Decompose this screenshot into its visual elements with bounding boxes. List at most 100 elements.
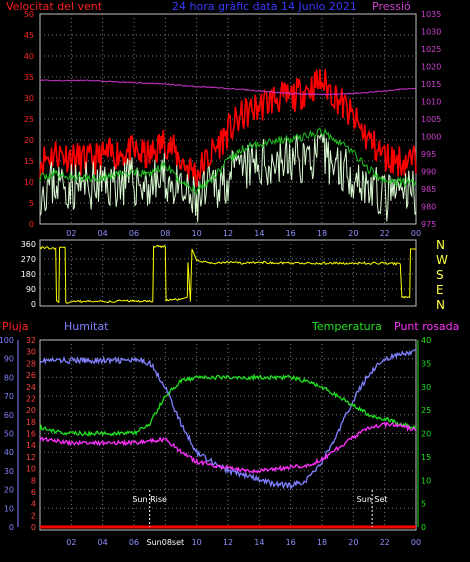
humidity-axis-title: Humitat bbox=[64, 320, 109, 333]
pressure-tick-label: 985 bbox=[421, 185, 436, 194]
rain-tick-label: 70 bbox=[4, 392, 14, 401]
x-tick-label: 22 bbox=[380, 229, 390, 238]
x-tick-label: 10 bbox=[192, 538, 202, 547]
pressure-tick-label: 1000 bbox=[421, 133, 441, 142]
direction-series-line bbox=[39, 244, 416, 304]
temperature-tick-label: 5 bbox=[421, 500, 426, 509]
rain-tick-label: 0 bbox=[9, 523, 14, 532]
humidity-tick-label: 28 bbox=[26, 359, 36, 368]
wind-speed-title: Velocitat del vent bbox=[6, 0, 103, 13]
humidity-tick-label: 20 bbox=[26, 406, 36, 415]
compass-label: S bbox=[436, 268, 444, 282]
direction-tick-label: 0 bbox=[31, 300, 36, 309]
rain-tick-label: 20 bbox=[4, 486, 14, 495]
rain-tick-label: 100 bbox=[0, 336, 14, 345]
temperature-tick-label: 15 bbox=[421, 453, 431, 462]
direction-panel-frame bbox=[39, 239, 417, 307]
x-tick-label: 12 bbox=[223, 229, 233, 238]
x-tick-label: 20 bbox=[348, 229, 358, 238]
pressure-tick-label: 1020 bbox=[421, 63, 441, 72]
x-tick-label: 02 bbox=[66, 229, 76, 238]
rain-tick-label: 30 bbox=[4, 467, 14, 476]
x-tick-label: 12 bbox=[223, 538, 233, 547]
x-tick-label: 16 bbox=[286, 229, 296, 238]
humidity-tick-label: 12 bbox=[26, 453, 36, 462]
x-tick-label: 08 bbox=[160, 229, 170, 238]
humidity-tick-label: 26 bbox=[26, 371, 36, 380]
rain-axis-title: Pluja bbox=[2, 320, 28, 333]
x-tick-label: 14 bbox=[254, 229, 264, 238]
pressure-tick-label: 1025 bbox=[421, 45, 441, 54]
temperature-tick-label: 30 bbox=[421, 383, 431, 392]
temperature-tick-label: 35 bbox=[421, 359, 431, 368]
climate-panel: 0102030405060708090100024681012141618202… bbox=[0, 336, 431, 547]
wind-tick-label: 0 bbox=[29, 220, 34, 229]
x-tick-label: 06 bbox=[129, 538, 139, 547]
wind-tick-label: 20 bbox=[24, 136, 34, 145]
wind-tick-label: 25 bbox=[24, 115, 34, 124]
humidity-tick-label: 4 bbox=[31, 500, 36, 509]
humidity-tick-label: 16 bbox=[26, 430, 36, 439]
humidity-tick-label: 0 bbox=[31, 523, 36, 532]
humidity-tick-label: 24 bbox=[26, 383, 36, 392]
wind-series-line bbox=[39, 133, 417, 222]
sun-set-label: Sun Set bbox=[357, 495, 388, 504]
punt-rosada-series-line bbox=[39, 421, 417, 474]
gust-series-line bbox=[39, 69, 417, 187]
humidity-tick-label: 32 bbox=[26, 336, 36, 345]
pressure-tick-label: 980 bbox=[421, 203, 436, 212]
x-tick-label: 02 bbox=[66, 538, 76, 547]
x-tick-label: 20 bbox=[348, 538, 358, 547]
avg-wind-series-line bbox=[39, 126, 417, 194]
chart-date-title: 24 hora gràfic data 14 Junio 2021 bbox=[172, 0, 357, 13]
x-tick-label: 06 bbox=[129, 229, 139, 238]
humitat-series-line bbox=[39, 349, 416, 491]
pressure-tick-label: 1005 bbox=[421, 115, 441, 124]
x-tick-label: 04 bbox=[98, 229, 108, 238]
wind-tick-label: 15 bbox=[24, 157, 34, 166]
direction-tick-label: 270 bbox=[21, 255, 36, 264]
humidity-tick-label: 10 bbox=[26, 465, 36, 474]
direction-tick-label: 180 bbox=[21, 270, 36, 279]
rain-tick-label: 10 bbox=[4, 504, 14, 513]
temperature-tick-label: 25 bbox=[421, 406, 431, 415]
compass-label: N bbox=[436, 298, 445, 312]
compass-label: E bbox=[436, 283, 444, 297]
wind-tick-label: 35 bbox=[24, 73, 34, 82]
x-tick-label: 00 bbox=[411, 229, 421, 238]
wind-tick-label: 30 bbox=[24, 94, 34, 103]
humidity-tick-label: 30 bbox=[26, 348, 36, 357]
pressure-tick-label: 1010 bbox=[421, 98, 441, 107]
sun-rise-label: Sun Rise bbox=[132, 495, 167, 504]
pressure-tick-label: 990 bbox=[421, 168, 436, 177]
temperature-tick-label: 10 bbox=[421, 476, 431, 485]
temperature-tick-label: 0 bbox=[421, 523, 426, 532]
pressure-tick-label: 1035 bbox=[421, 10, 441, 19]
x-tick-label: 04 bbox=[98, 538, 108, 547]
pressure-tick-label: 975 bbox=[421, 220, 436, 229]
pressure-tick-label: 1030 bbox=[421, 28, 441, 37]
x-tick-label: 18 bbox=[317, 538, 327, 547]
compass-label: W bbox=[436, 253, 448, 267]
x-tick-label: 10 bbox=[192, 229, 202, 238]
rain-tick-label: 80 bbox=[4, 373, 14, 382]
humidity-tick-label: 14 bbox=[26, 441, 36, 450]
x-tick-label: 18 bbox=[317, 229, 327, 238]
x-tick-label: 22 bbox=[380, 538, 390, 547]
wind-tick-label: 10 bbox=[24, 178, 34, 187]
wind-tick-label: 40 bbox=[24, 52, 34, 61]
x-tick-label: 00 bbox=[411, 538, 421, 547]
wind-tick-label: 45 bbox=[24, 31, 34, 40]
x-tick-label: 16 bbox=[286, 538, 296, 547]
pressure-tick-label: 995 bbox=[421, 150, 436, 159]
rain-tick-label: 60 bbox=[4, 411, 14, 420]
pressure-series-line bbox=[39, 79, 417, 96]
humidity-tick-label: 8 bbox=[31, 476, 36, 485]
humidity-tick-label: 18 bbox=[26, 418, 36, 427]
rain-tick-label: 90 bbox=[4, 355, 14, 364]
temperature-axis-title: Temperatura bbox=[311, 320, 382, 333]
rain-tick-label: 50 bbox=[4, 430, 14, 439]
